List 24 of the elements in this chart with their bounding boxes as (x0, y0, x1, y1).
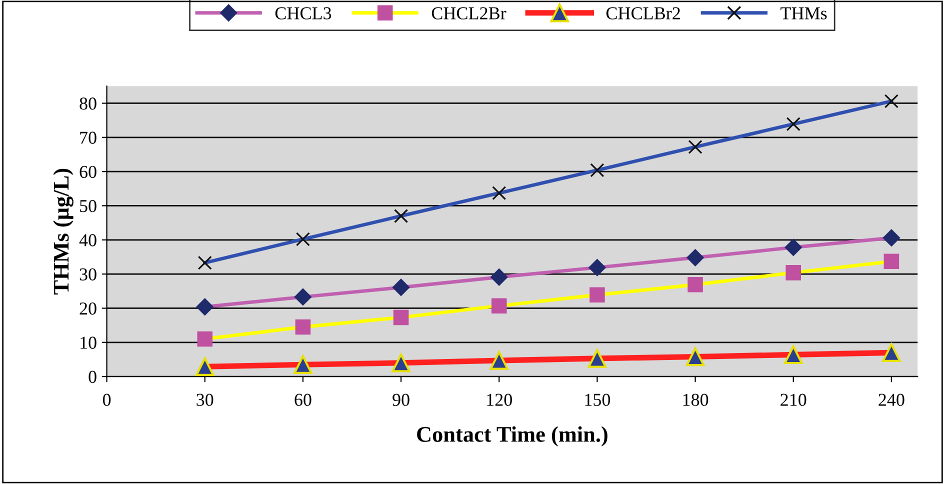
y-tick-label: 40 (79, 234, 96, 246)
legend-label: CHCL2Br (432, 7, 506, 20)
x-axis-title: Contact Time (min.) (417, 426, 608, 446)
y-axis-title: THMs (µg/L) (53, 168, 74, 295)
y-tick-label: 10 (80, 336, 96, 349)
y-tick-label: 60 (80, 166, 96, 178)
y-tick-label: 20 (80, 302, 96, 315)
legend-label: THMs (780, 7, 827, 20)
legend-label: CHCLBr2 (606, 7, 680, 20)
y-tick-label: 0 (88, 370, 96, 383)
x-tick-label: 240 (878, 394, 904, 406)
x-tick-label: 90 (392, 394, 410, 406)
x-tick-label: 180 (683, 394, 708, 406)
y-tick-label: 50 (80, 200, 96, 212)
x-tick-label: 120 (487, 394, 512, 406)
x-tick-label: 0 (102, 394, 111, 406)
x-tick-label: 210 (780, 394, 806, 406)
legend-label: CHCL3 (275, 7, 332, 20)
y-tick-label: 70 (80, 132, 96, 144)
x-tick-label: 30 (196, 394, 214, 406)
x-tick-label: 150 (585, 394, 610, 406)
y-tick-label: 30 (80, 268, 96, 280)
x-tick-label: 60 (294, 394, 312, 406)
y-tick-label: 80 (80, 97, 96, 110)
